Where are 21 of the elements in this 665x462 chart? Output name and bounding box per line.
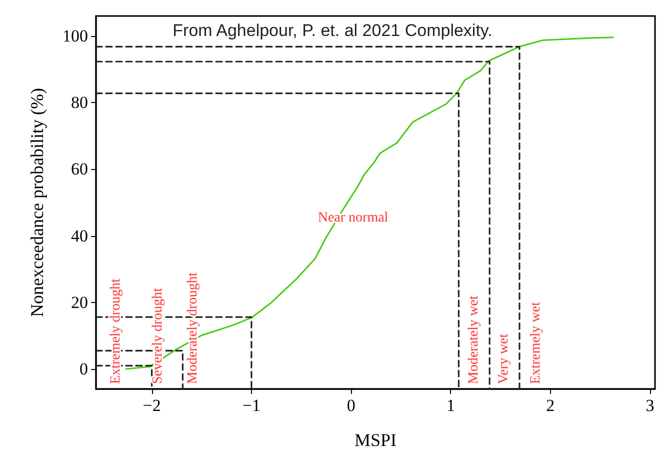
y-tick-label: 80: [71, 93, 88, 112]
y-tick-label: 100: [62, 26, 88, 46]
x-tick-label: −2: [142, 396, 161, 415]
y-tick-label: 40: [71, 226, 88, 246]
x-tick-label: −1: [242, 396, 260, 415]
annotation: Very wet: [496, 334, 512, 384]
x-tick-label: 0: [346, 396, 356, 415]
x-tick-label: 2: [546, 396, 555, 415]
y-tick-label: 20: [71, 292, 88, 312]
x-tick-label: 3: [646, 396, 654, 415]
y-axis-title: Nonexceedance probability (%): [27, 88, 47, 317]
annotation: Moderately wet: [466, 296, 482, 384]
annotation: Severely drought: [150, 288, 166, 384]
x-tick-label: 1: [446, 396, 455, 415]
annotation: Moderately drought: [186, 272, 200, 384]
annotation: Extremely drought: [108, 278, 124, 384]
annotation: Extremely wet: [528, 302, 544, 384]
y-tick-label: 0: [80, 360, 88, 379]
y-tick-label: 60: [71, 160, 88, 179]
x-axis-title: MSPI: [354, 430, 397, 450]
annotation: From Aghelpour, P. et. al 2021 Complexity.: [172, 21, 492, 40]
